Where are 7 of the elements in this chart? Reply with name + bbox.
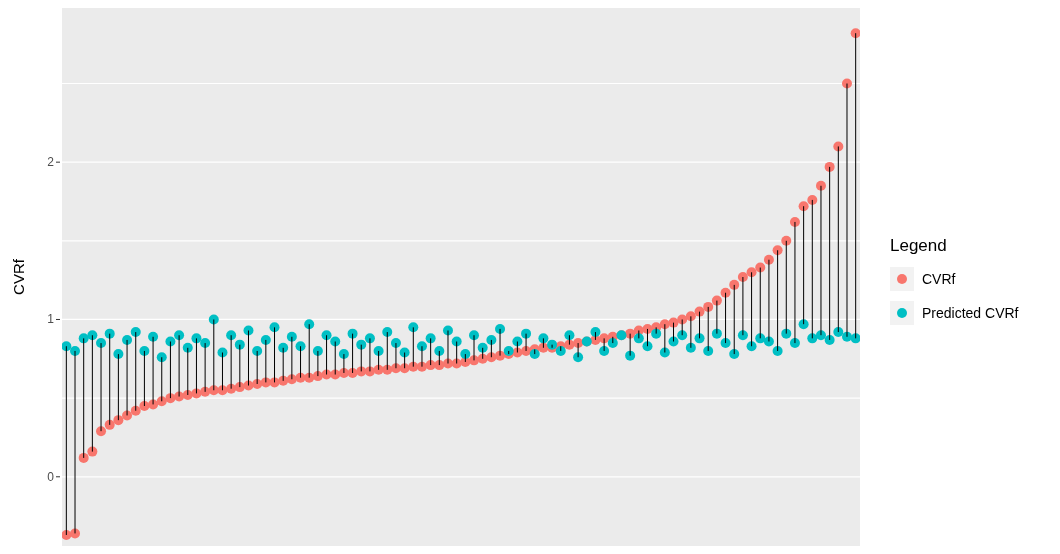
y-tick-label: 1: [47, 312, 55, 327]
y-tick-label: 2: [47, 155, 55, 170]
legend-label: Predicted CVRf: [922, 305, 1019, 321]
y-tick-label: 0: [47, 469, 55, 484]
legend-title: Legend: [890, 236, 948, 256]
y-axis-title: CVRf: [10, 258, 27, 295]
legend-label: CVRf: [922, 271, 956, 287]
